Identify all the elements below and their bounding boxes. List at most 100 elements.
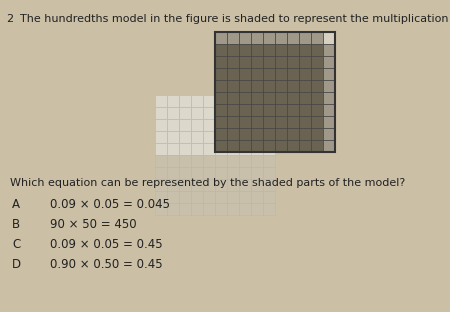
Bar bbox=[287, 140, 299, 152]
Bar bbox=[203, 143, 215, 155]
Bar bbox=[167, 119, 179, 131]
Bar bbox=[311, 116, 323, 128]
Bar bbox=[323, 104, 335, 116]
Bar bbox=[215, 143, 227, 155]
Bar bbox=[167, 191, 179, 203]
Bar bbox=[203, 191, 215, 203]
Text: 2: 2 bbox=[6, 14, 13, 24]
Bar bbox=[179, 95, 191, 107]
Bar bbox=[299, 116, 311, 128]
Bar bbox=[215, 32, 335, 152]
Bar bbox=[215, 119, 227, 131]
Bar bbox=[215, 116, 227, 128]
Bar bbox=[227, 140, 239, 152]
Bar bbox=[227, 191, 239, 203]
Bar bbox=[179, 143, 191, 155]
Bar bbox=[203, 155, 215, 167]
Bar bbox=[251, 44, 263, 56]
Bar bbox=[239, 167, 251, 179]
Bar bbox=[203, 95, 215, 107]
Bar bbox=[227, 116, 239, 128]
Bar bbox=[263, 140, 275, 152]
Bar bbox=[155, 179, 167, 191]
Bar bbox=[251, 131, 263, 143]
Bar bbox=[191, 143, 203, 155]
Bar bbox=[299, 92, 311, 104]
Bar bbox=[191, 119, 203, 131]
Bar bbox=[203, 107, 215, 119]
Bar bbox=[251, 155, 263, 167]
Bar bbox=[239, 95, 251, 107]
Bar bbox=[179, 179, 191, 191]
Bar bbox=[251, 143, 263, 155]
Bar bbox=[263, 68, 275, 80]
Bar bbox=[287, 68, 299, 80]
Bar bbox=[203, 167, 215, 179]
Bar bbox=[263, 104, 275, 116]
Bar bbox=[215, 167, 227, 179]
Bar bbox=[155, 119, 167, 131]
Bar bbox=[239, 131, 251, 143]
Text: 0.09 × 0.05 = 0.45: 0.09 × 0.05 = 0.45 bbox=[50, 238, 162, 251]
Bar bbox=[287, 56, 299, 68]
Bar bbox=[323, 56, 335, 68]
Bar bbox=[251, 95, 263, 107]
Bar bbox=[323, 140, 335, 152]
Bar bbox=[287, 104, 299, 116]
Text: 0.90 × 0.50 = 0.45: 0.90 × 0.50 = 0.45 bbox=[50, 258, 162, 271]
Bar bbox=[323, 92, 335, 104]
Bar bbox=[275, 68, 287, 80]
Bar bbox=[227, 167, 239, 179]
Text: C: C bbox=[12, 238, 20, 251]
Bar bbox=[191, 131, 203, 143]
Bar bbox=[155, 143, 167, 155]
Text: 0.09 × 0.05 = 0.045: 0.09 × 0.05 = 0.045 bbox=[50, 198, 170, 211]
Bar bbox=[323, 116, 335, 128]
Bar bbox=[227, 143, 239, 155]
Bar bbox=[275, 44, 287, 56]
Bar bbox=[275, 104, 287, 116]
Bar bbox=[299, 56, 311, 68]
Bar bbox=[263, 119, 275, 131]
Bar bbox=[179, 107, 191, 119]
Bar bbox=[263, 107, 275, 119]
Bar bbox=[239, 68, 251, 80]
Bar bbox=[251, 104, 263, 116]
Bar bbox=[155, 131, 167, 143]
Text: D: D bbox=[12, 258, 21, 271]
Bar bbox=[251, 167, 263, 179]
Bar bbox=[251, 68, 263, 80]
Bar bbox=[191, 107, 203, 119]
Bar bbox=[155, 203, 167, 215]
Bar bbox=[155, 107, 167, 119]
Bar bbox=[191, 191, 203, 203]
Bar bbox=[287, 128, 299, 140]
Bar bbox=[263, 143, 275, 155]
Bar bbox=[227, 92, 239, 104]
Bar bbox=[311, 92, 323, 104]
Bar bbox=[299, 128, 311, 140]
Bar bbox=[167, 107, 179, 119]
Bar bbox=[275, 116, 287, 128]
Bar bbox=[323, 44, 335, 56]
Bar bbox=[227, 107, 239, 119]
Bar bbox=[239, 92, 251, 104]
Bar bbox=[263, 80, 275, 92]
Bar bbox=[227, 68, 239, 80]
Bar bbox=[239, 128, 251, 140]
Bar bbox=[311, 104, 323, 116]
Bar bbox=[215, 104, 227, 116]
Bar bbox=[299, 140, 311, 152]
Bar bbox=[191, 95, 203, 107]
Bar bbox=[215, 128, 227, 140]
Bar bbox=[287, 116, 299, 128]
Bar bbox=[239, 191, 251, 203]
Bar bbox=[299, 44, 311, 56]
Bar bbox=[299, 68, 311, 80]
Bar bbox=[167, 155, 179, 167]
Bar bbox=[263, 131, 275, 143]
Bar bbox=[239, 116, 251, 128]
Text: 90 × 50 = 450: 90 × 50 = 450 bbox=[50, 218, 137, 231]
Bar bbox=[227, 32, 239, 44]
Bar bbox=[263, 56, 275, 68]
